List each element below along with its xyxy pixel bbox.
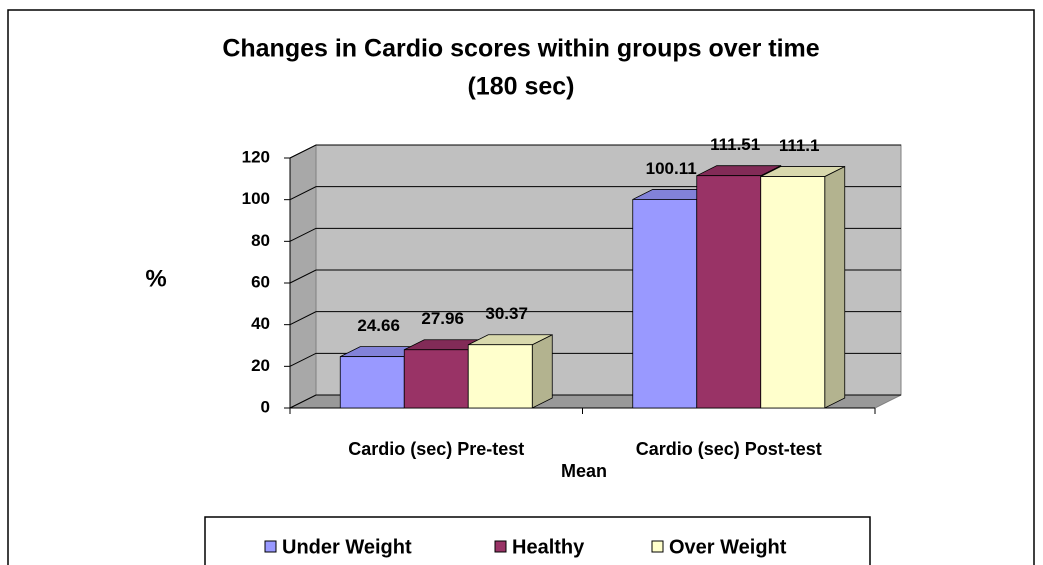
y-tick-label: 20 xyxy=(251,356,270,375)
y-tick-label: 80 xyxy=(251,231,270,250)
bar-front xyxy=(760,176,826,409)
value-label: 24.66 xyxy=(357,316,400,335)
bar-front xyxy=(632,199,698,409)
bar-front xyxy=(403,349,469,409)
y-tick-label: 120 xyxy=(242,147,270,166)
bar xyxy=(467,334,553,409)
legend-swatch xyxy=(651,540,664,553)
value-label: 111.51 xyxy=(710,135,760,154)
legend-label: Over Weight xyxy=(669,536,787,558)
x-tick-label: Cardio (sec) Post-test xyxy=(636,439,822,459)
grid-line xyxy=(289,144,901,159)
y-tick-label: 100 xyxy=(242,189,270,208)
bar-front xyxy=(339,356,405,409)
chart-subtitle: (180 sec) xyxy=(467,73,574,101)
chart-title: Changes in Cardio scores within groups o… xyxy=(222,35,819,63)
x-axis-label: Mean xyxy=(561,461,607,481)
legend-label: Healthy xyxy=(512,536,585,558)
value-label: 27.96 xyxy=(421,309,464,328)
y-axis-label: % xyxy=(145,265,166,292)
legend-box xyxy=(204,516,871,565)
value-label: 100.11 xyxy=(646,159,697,178)
y-tick-label: 0 xyxy=(261,397,270,416)
bar-front xyxy=(467,344,533,409)
legend-label: Under Weight xyxy=(282,536,412,558)
bar-front xyxy=(696,175,762,409)
bar-side xyxy=(824,165,846,409)
value-label: 111.1 xyxy=(779,136,820,155)
legend-swatch xyxy=(264,540,277,553)
y-tick-label: 40 xyxy=(251,314,270,333)
value-label: 30.37 xyxy=(485,304,528,323)
y-tick-label: 60 xyxy=(251,272,270,291)
x-tick-label: Cardio (sec) Pre-test xyxy=(348,439,524,459)
bar xyxy=(760,165,846,409)
legend-swatch xyxy=(494,540,507,553)
bar-side xyxy=(531,334,553,409)
